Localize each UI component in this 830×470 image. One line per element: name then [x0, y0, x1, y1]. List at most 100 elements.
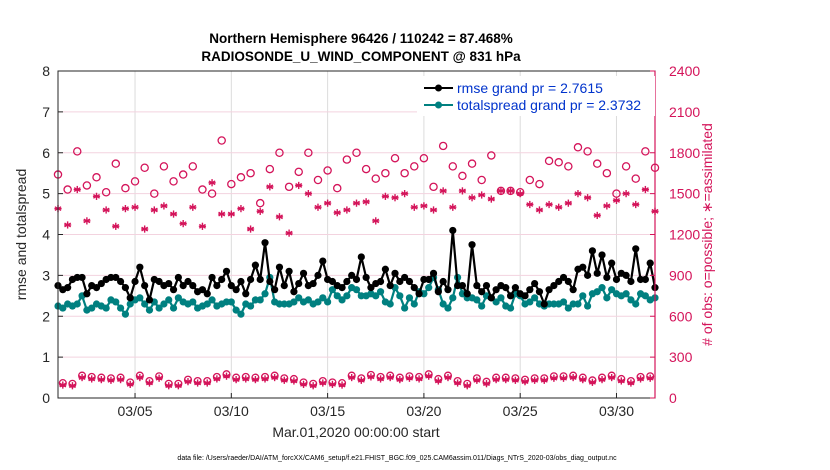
- x-tick-label: 03/30: [599, 403, 634, 419]
- obs-possible-point: [448, 162, 458, 171]
- totalspread-point: [141, 300, 149, 308]
- obs-possible-point: [169, 177, 178, 186]
- obs-assimilated-point: [121, 205, 130, 213]
- obs-assimilated-low-point: [242, 375, 250, 383]
- obs-possible-point: [361, 164, 371, 174]
- rmse-point: [545, 286, 553, 294]
- obs-assimilated-point: [218, 210, 226, 218]
- obs-assimilated-low-point: [502, 376, 510, 384]
- obs-assimilated-low-point: [184, 378, 192, 386]
- obs-possible-point: [631, 174, 640, 183]
- rmse-point: [593, 269, 601, 277]
- obs-assimilated-point: [131, 203, 139, 211]
- obs-assimilated-point: [83, 217, 91, 225]
- legend-rmse-label: rmse grand pr = 2.7615: [457, 80, 603, 96]
- totalspread-point: [401, 304, 409, 312]
- obs-assimilated-low-point: [145, 379, 154, 387]
- rmse-point: [598, 251, 606, 259]
- totalspread-point: [174, 294, 182, 302]
- totalspread-point: [227, 298, 235, 306]
- obs-assimilated-low-point: [415, 375, 423, 383]
- rmse-point: [280, 281, 288, 290]
- obs-assimilated-low-point: [299, 380, 308, 388]
- obs-possible-point: [544, 156, 554, 166]
- y-tick-label: 4: [42, 227, 50, 243]
- obs-assimilated-point: [458, 187, 467, 195]
- totalspread-point: [328, 286, 337, 294]
- rmse-point: [434, 288, 442, 296]
- obs-assimilated-low-point: [588, 378, 597, 386]
- totalspread-point: [256, 296, 264, 304]
- obs-assimilated-low-point: [165, 382, 173, 390]
- rmse-point: [410, 284, 418, 292]
- series-layer: [54, 226, 659, 318]
- obs-assimilated-point: [410, 203, 418, 211]
- y-tick-label: 6: [42, 145, 50, 161]
- totalspread-point: [376, 288, 385, 296]
- obs-assimilated-point: [535, 206, 544, 214]
- rmse-point: [78, 273, 86, 282]
- obs-possible-point: [419, 153, 429, 163]
- obs-assimilated-low-point: [116, 376, 125, 384]
- obs-assimilated-low-point: [617, 377, 625, 385]
- rmse-point: [169, 286, 178, 294]
- rmse-point: [502, 284, 510, 292]
- rmse-point: [367, 284, 375, 292]
- obs-assimilated-low-point: [569, 373, 577, 382]
- totalspread-point: [136, 294, 144, 302]
- obs-assimilated-point: [593, 211, 601, 220]
- rmse-point: [83, 290, 91, 298]
- x-tick-label: 03/25: [503, 403, 538, 419]
- obs-assimilated-point: [295, 181, 303, 190]
- y2-tick-label: 600: [669, 308, 693, 324]
- obs-possible-point: [294, 167, 303, 177]
- rmse-point: [391, 269, 399, 277]
- totalspread-point: [145, 306, 154, 314]
- obs-assimilated-point: [555, 203, 563, 211]
- obs-assimilated-point: [506, 187, 515, 195]
- rmse-point: [174, 273, 182, 282]
- y2-tick-label: 1800: [669, 145, 700, 161]
- rmse-point: [646, 259, 654, 267]
- obs-possible-point: [592, 159, 602, 168]
- rmse-point: [376, 277, 385, 286]
- totalspread-point: [116, 304, 125, 312]
- totalspread-point: [622, 290, 630, 298]
- y-tick-label: 2: [42, 308, 50, 324]
- rmse-point: [482, 281, 491, 290]
- rmse-point: [473, 281, 481, 290]
- obs-possible-point: [525, 175, 535, 185]
- obs-assimilated-point: [160, 202, 168, 210]
- rmse-point: [116, 277, 125, 286]
- obs-assimilated-low-point: [492, 376, 500, 384]
- x-tick-label: 03/10: [214, 403, 249, 419]
- obs-possible-point: [82, 181, 92, 190]
- rmse-point: [208, 273, 216, 282]
- rmse-point: [126, 294, 134, 302]
- obs-assimilated-low-point: [540, 376, 548, 384]
- obs-assimilated-point: [574, 190, 582, 198]
- rmse-point: [314, 271, 322, 279]
- rmse-point: [478, 288, 486, 296]
- rmse-point: [348, 271, 356, 279]
- rmse-point: [319, 257, 327, 265]
- obs-assimilated-point: [256, 207, 264, 215]
- rmse-point: [583, 271, 592, 279]
- obs-assimilated-low-point: [559, 374, 568, 382]
- rmse-point: [242, 290, 250, 298]
- rmse-point: [362, 273, 370, 282]
- totalspread-point: [160, 300, 168, 308]
- obs-possible-point: [410, 162, 419, 171]
- obs-assimilated-low-point: [280, 376, 288, 384]
- totalspread-point: [372, 292, 380, 300]
- obs-possible-point: [101, 188, 111, 197]
- chart-title-line1: Northern Hemisphere 96426 / 110242 = 87.…: [209, 31, 513, 46]
- obs-assimilated-low-point: [598, 376, 606, 384]
- obs-assimilated-low-point: [396, 376, 404, 384]
- obs-assimilated-point: [227, 210, 235, 218]
- totalspread-point: [526, 298, 534, 306]
- obs-assimilated-low-point: [425, 372, 433, 380]
- totalspread-point: [608, 286, 616, 294]
- totalspread-point: [203, 300, 211, 308]
